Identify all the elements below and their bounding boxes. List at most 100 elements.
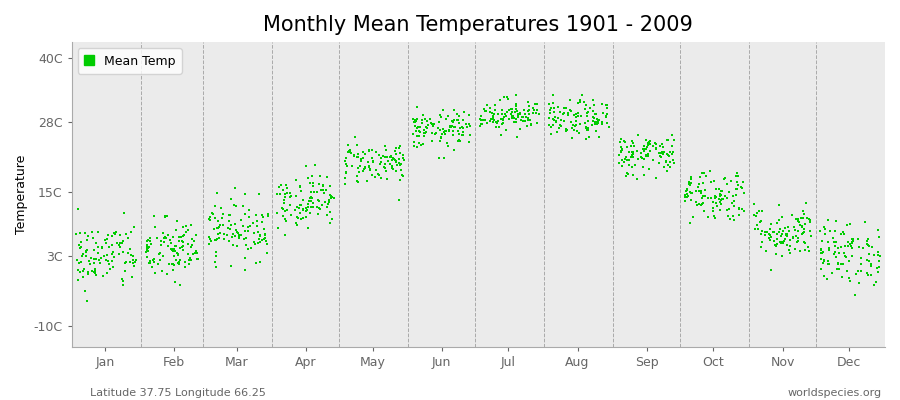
Point: [417, 132, 431, 139]
Point: [229, 227, 243, 233]
Point: [652, 150, 667, 156]
Point: [305, 180, 320, 186]
Point: [573, 99, 588, 105]
Point: [643, 148, 657, 154]
Point: [660, 136, 674, 143]
Point: [735, 178, 750, 185]
Point: [418, 130, 432, 136]
Point: [521, 103, 535, 110]
Point: [293, 216, 308, 222]
Point: [680, 194, 695, 200]
Point: [511, 110, 526, 117]
Point: [350, 165, 365, 171]
Point: [140, 244, 154, 250]
Point: [178, 223, 193, 229]
Point: [86, 269, 101, 275]
Point: [501, 106, 516, 113]
Point: [246, 220, 260, 227]
Point: [663, 159, 678, 166]
Point: [661, 151, 675, 157]
Point: [839, 254, 853, 261]
Point: [634, 154, 649, 161]
Point: [440, 140, 454, 146]
Point: [356, 155, 370, 161]
Point: [576, 98, 590, 105]
Point: [91, 229, 105, 235]
Point: [595, 121, 609, 127]
Point: [796, 229, 811, 236]
Point: [215, 211, 230, 217]
Point: [292, 184, 307, 190]
Point: [161, 232, 176, 238]
Point: [722, 189, 736, 196]
Point: [189, 248, 203, 254]
Point: [590, 116, 604, 123]
Point: [75, 253, 89, 259]
Point: [842, 242, 856, 249]
Point: [731, 173, 745, 179]
Point: [747, 212, 761, 219]
Point: [184, 257, 198, 264]
Point: [140, 247, 155, 254]
Point: [554, 117, 568, 124]
Point: [825, 270, 840, 277]
Point: [323, 194, 338, 200]
Point: [87, 247, 102, 254]
Point: [707, 194, 722, 201]
Point: [516, 118, 530, 124]
Point: [754, 230, 769, 237]
Point: [374, 175, 389, 181]
Point: [255, 219, 269, 225]
Point: [322, 199, 337, 206]
Point: [231, 234, 246, 241]
Point: [172, 260, 186, 267]
Point: [358, 151, 373, 157]
Point: [485, 119, 500, 125]
Point: [714, 199, 728, 205]
Point: [356, 168, 370, 174]
Point: [252, 236, 266, 242]
Point: [260, 210, 274, 217]
Point: [505, 114, 519, 121]
Point: [714, 197, 728, 203]
Point: [81, 268, 95, 275]
Point: [862, 243, 877, 250]
Point: [639, 153, 653, 160]
Point: [662, 149, 677, 155]
Point: [324, 216, 338, 222]
Point: [177, 232, 192, 238]
Point: [579, 124, 593, 131]
Point: [491, 110, 506, 117]
Point: [626, 149, 641, 156]
Point: [732, 212, 746, 218]
Point: [140, 244, 155, 251]
Point: [78, 248, 93, 255]
Point: [166, 261, 180, 267]
Point: [321, 201, 336, 208]
Point: [324, 195, 338, 202]
Point: [599, 111, 614, 117]
Point: [696, 193, 710, 200]
Point: [618, 156, 633, 162]
Point: [795, 222, 809, 229]
Point: [304, 194, 319, 200]
Point: [586, 102, 600, 108]
Point: [302, 180, 317, 186]
Point: [814, 247, 829, 254]
Point: [291, 215, 305, 221]
Point: [377, 164, 392, 170]
Point: [185, 242, 200, 248]
Point: [115, 238, 130, 244]
Point: [849, 271, 863, 277]
Point: [713, 193, 727, 200]
Point: [785, 212, 799, 218]
Text: Latitude 37.75 Longitude 66.25: Latitude 37.75 Longitude 66.25: [90, 388, 266, 398]
Point: [302, 198, 317, 204]
Point: [732, 206, 746, 212]
Point: [410, 133, 425, 140]
Point: [561, 112, 575, 118]
Point: [731, 182, 745, 188]
Point: [256, 236, 271, 242]
Point: [588, 118, 602, 125]
Point: [720, 195, 734, 201]
